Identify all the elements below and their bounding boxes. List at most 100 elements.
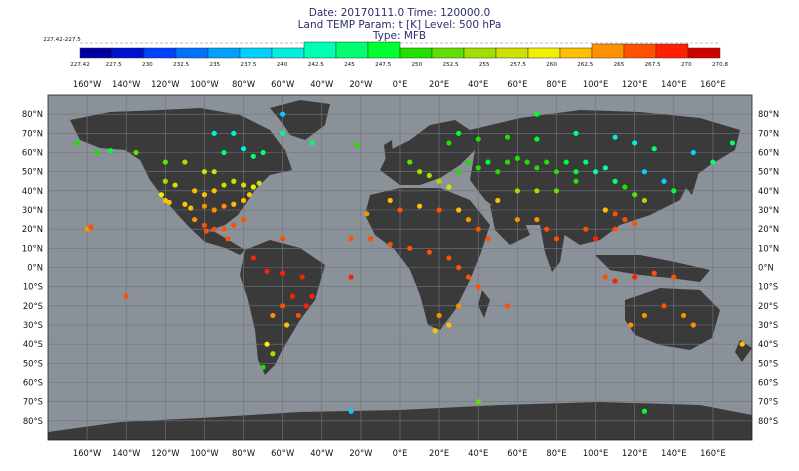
station-point	[739, 341, 745, 347]
lon-label-bottom: 120°E	[622, 448, 647, 458]
station-point	[612, 134, 618, 140]
station-point	[123, 293, 129, 299]
colorbar-tick-label: 252.5	[443, 62, 459, 68]
lon-label-top: 0°E	[393, 79, 408, 89]
lat-label-right: 60°N	[758, 148, 779, 158]
station-point	[162, 159, 168, 165]
lat-label-right: 30°S	[758, 320, 778, 330]
colorbar-tick-label: 262.5	[577, 62, 593, 68]
station-point	[514, 216, 520, 223]
station-point	[583, 159, 589, 165]
station-point	[465, 159, 472, 165]
station-point	[201, 222, 208, 228]
colorbar-swatch	[655, 43, 689, 59]
station-point	[188, 205, 194, 211]
station-point	[534, 188, 540, 194]
station-point	[553, 236, 560, 242]
station-point	[504, 134, 511, 140]
station-point	[651, 146, 657, 152]
station-point	[534, 111, 540, 117]
lat-label-left: 80°S	[23, 416, 43, 426]
station-point	[172, 182, 178, 188]
station-point	[309, 293, 315, 299]
station-point	[225, 236, 231, 242]
station-point	[240, 197, 247, 204]
station-point	[221, 226, 227, 232]
station-point	[456, 130, 462, 136]
station-point	[504, 303, 511, 309]
colorbar-min-label: 227.42-227.5	[43, 37, 81, 43]
land-uk	[384, 140, 393, 162]
station-point	[231, 201, 237, 207]
lon-label-top: 60°W	[271, 79, 294, 89]
station-point	[475, 284, 481, 290]
station-point	[632, 220, 638, 227]
station-point	[504, 159, 511, 165]
lon-label-top: 80°E	[546, 79, 566, 89]
station-point	[612, 226, 618, 232]
station-point	[465, 274, 472, 280]
station-point	[632, 140, 638, 146]
lon-label-bottom: 140°W	[112, 448, 140, 458]
station-point	[641, 197, 648, 204]
station-point	[182, 201, 188, 207]
lon-label-bottom: 120°W	[151, 448, 179, 458]
station-point	[162, 178, 168, 184]
station-point	[250, 153, 256, 159]
lon-label-top: 40°E	[468, 79, 488, 89]
colorbar-swatch	[591, 43, 625, 59]
longitude-labels-top: 160°W 140°W 120°W 100°W 80°W 60°W 40°W 20°W 0°E 2…	[73, 79, 726, 89]
station-point	[348, 274, 354, 280]
station-point	[612, 278, 618, 284]
station-point	[436, 312, 442, 319]
station-point	[270, 351, 276, 357]
lon-label-top: 120°E	[622, 79, 647, 89]
colorbar-swatch	[111, 47, 145, 59]
lat-label-right: 70°N	[758, 128, 779, 138]
lat-label-left: 20°N	[22, 224, 43, 234]
station-point	[231, 178, 237, 184]
station-point	[283, 322, 290, 328]
lat-label-left: 10°N	[22, 243, 43, 253]
station-point	[260, 149, 266, 156]
land-greenland	[270, 100, 330, 140]
lon-label-top: 100°E	[583, 79, 608, 89]
station-point	[641, 169, 648, 175]
station-point	[690, 322, 696, 328]
colorbar-swatch	[687, 47, 721, 59]
title-line-2: Land TEMP Param: t [K] Level: 500 hPa	[297, 18, 502, 31]
lat-label-right: 70°S	[758, 397, 778, 407]
station-point	[211, 130, 217, 136]
lat-label-left: 70°S	[23, 397, 43, 407]
station-point	[397, 207, 403, 213]
lon-label-bottom: 160°W	[73, 448, 101, 458]
station-point	[534, 165, 540, 171]
station-point	[671, 274, 677, 280]
station-point	[192, 216, 198, 223]
lon-label-bottom: 0°E	[393, 448, 408, 458]
station-point	[364, 211, 370, 217]
station-point	[280, 130, 286, 136]
lat-label-right: 20°S	[758, 301, 778, 311]
lat-label-right: 40°N	[758, 186, 779, 196]
station-point	[456, 169, 462, 175]
colorbar-swatch	[399, 47, 433, 59]
title-block: Date: 20170111.0 Time: 120000.0 Land TEM…	[0, 7, 799, 43]
station-point	[211, 188, 217, 194]
station-point	[485, 159, 491, 165]
station-point	[573, 169, 579, 175]
lat-label-right: 80°S	[758, 416, 778, 426]
lat-label-left: 20°S	[23, 301, 43, 311]
station-point	[553, 188, 560, 194]
title-line-3: Type: MFB	[372, 30, 427, 42]
station-point	[264, 268, 270, 274]
station-point	[133, 149, 139, 156]
station-point	[166, 199, 172, 205]
colorbar-swatch	[335, 41, 369, 59]
colorbar-swatch	[559, 47, 593, 59]
lon-label-bottom: 160°E	[700, 448, 725, 458]
lat-label-left: 80°N	[22, 109, 43, 119]
colorbar-tick-label: 255	[479, 62, 490, 68]
station-point	[432, 328, 438, 334]
station-point	[231, 222, 237, 228]
